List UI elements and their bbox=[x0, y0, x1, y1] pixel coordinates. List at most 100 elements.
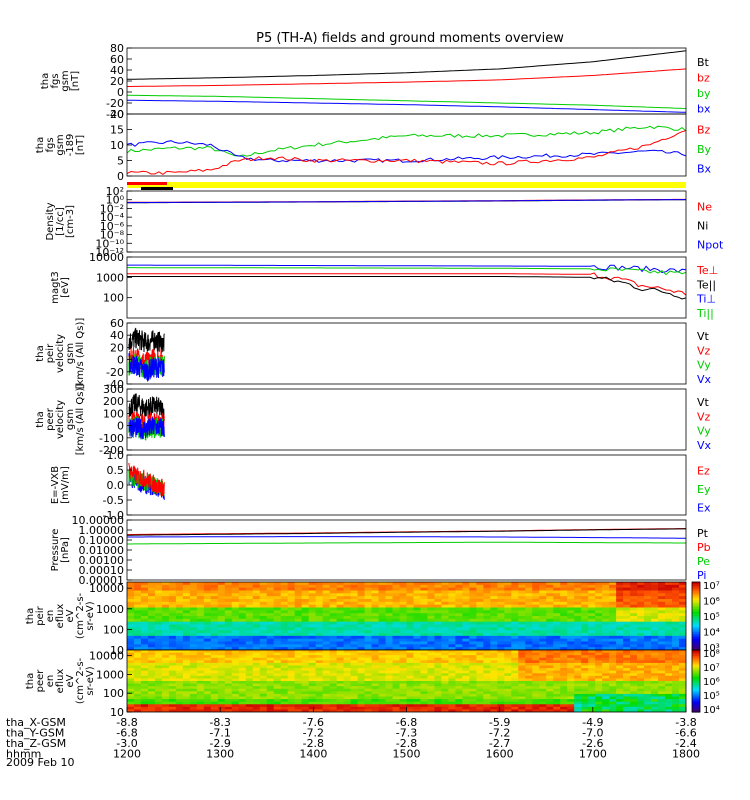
heatmap-cell bbox=[350, 686, 359, 690]
heatmap-cell bbox=[238, 607, 247, 611]
heatmap-cell bbox=[287, 673, 296, 677]
heatmap-cell bbox=[518, 650, 526, 654]
heatmap-cell bbox=[623, 696, 631, 700]
heatmap-cell bbox=[595, 660, 603, 664]
heatmap-cell bbox=[175, 607, 184, 611]
heatmap-cell bbox=[280, 624, 289, 628]
heatmap-cell bbox=[637, 701, 645, 705]
heatmap-cell bbox=[364, 627, 373, 631]
panel-frame bbox=[126, 322, 687, 385]
heatmap-cell bbox=[679, 709, 686, 712]
heatmap-cell bbox=[350, 701, 359, 705]
series-line-fgs-gsm-bx bbox=[127, 99, 686, 113]
heatmap-cell bbox=[168, 709, 177, 712]
panel-frame bbox=[126, 388, 687, 451]
colorbar-segment bbox=[692, 613, 700, 617]
heatmap-cell bbox=[266, 593, 275, 597]
heatmap-cell bbox=[595, 638, 603, 643]
heatmap-cell bbox=[651, 650, 659, 654]
heatmap-cell bbox=[343, 678, 352, 682]
heatmap-cell bbox=[322, 635, 331, 640]
heatmap-cell bbox=[371, 662, 380, 667]
heatmap-cell bbox=[399, 590, 408, 594]
heatmap-cell bbox=[140, 604, 149, 609]
heatmap-cell bbox=[644, 610, 652, 614]
heatmap-cell bbox=[574, 670, 582, 674]
heatmap-cell bbox=[504, 683, 512, 687]
x-axis-value: -2.9 bbox=[209, 737, 230, 750]
heatmap-cell bbox=[147, 599, 156, 603]
heatmap-cell bbox=[140, 633, 149, 637]
heatmap-cell bbox=[434, 655, 443, 659]
heatmap-cell bbox=[385, 686, 394, 690]
heatmap-cell bbox=[658, 704, 666, 708]
heatmap-cell bbox=[665, 675, 673, 680]
heatmap-cell bbox=[364, 638, 373, 643]
heatmap-cell bbox=[623, 582, 631, 586]
heatmap-cell bbox=[637, 655, 645, 659]
y-tick-label: 1000 bbox=[96, 668, 124, 681]
heatmap-cell bbox=[616, 670, 624, 674]
heatmap-cell bbox=[371, 652, 380, 656]
heatmap-cell bbox=[196, 683, 205, 687]
heatmap-cell bbox=[329, 691, 338, 695]
heatmap-cell bbox=[679, 673, 686, 677]
heatmap-cell bbox=[336, 655, 345, 659]
heatmap-cell bbox=[560, 624, 568, 628]
heatmap-cell bbox=[203, 624, 212, 628]
heatmap-cell bbox=[567, 655, 575, 659]
heatmap-cell bbox=[203, 584, 212, 589]
heatmap-cell bbox=[224, 709, 233, 712]
heatmap-cell bbox=[511, 675, 519, 680]
heatmap-cell bbox=[343, 665, 352, 669]
heatmap-cell bbox=[392, 627, 401, 631]
heatmap-cell bbox=[315, 599, 324, 603]
heatmap-cell bbox=[567, 624, 575, 628]
heatmap-cell bbox=[490, 693, 498, 698]
heatmap-cell bbox=[343, 582, 352, 586]
heatmap-cell bbox=[140, 582, 149, 586]
heatmap-cell bbox=[490, 630, 498, 634]
heatmap-cell bbox=[441, 670, 450, 674]
heatmap-cell bbox=[434, 641, 443, 645]
heatmap-cell bbox=[441, 616, 450, 620]
heatmap-cell bbox=[133, 644, 142, 648]
heatmap-cell bbox=[602, 593, 610, 597]
legend-entry: Pt bbox=[697, 527, 709, 540]
heatmap-cell bbox=[378, 704, 387, 708]
heatmap-cell bbox=[308, 683, 317, 687]
heatmap-cell bbox=[371, 644, 380, 648]
heatmap-cell bbox=[154, 621, 163, 626]
heatmap-cell bbox=[294, 668, 303, 672]
heatmap-cell bbox=[630, 604, 638, 609]
heatmap-cell bbox=[315, 593, 324, 597]
heatmap-cell bbox=[497, 696, 505, 700]
legend-entry: Ex bbox=[697, 502, 711, 515]
heatmap-cell bbox=[224, 660, 233, 664]
heatmap-cell bbox=[518, 618, 526, 623]
heatmap-cell bbox=[532, 665, 540, 669]
heatmap-cell bbox=[189, 688, 198, 692]
heatmap-cell bbox=[511, 638, 519, 643]
heatmap-cell bbox=[658, 641, 666, 645]
heatmap-cell bbox=[182, 655, 191, 659]
heatmap-cell bbox=[133, 610, 142, 614]
heatmap-cell bbox=[252, 607, 261, 611]
heatmap-cell bbox=[483, 686, 491, 690]
heatmap-cell bbox=[336, 696, 345, 700]
heatmap-cell bbox=[350, 665, 359, 669]
heatmap-cell bbox=[294, 699, 303, 703]
heatmap-cell bbox=[406, 681, 415, 685]
heatmap-cell bbox=[455, 678, 463, 682]
heatmap-cell bbox=[609, 696, 617, 700]
heatmap-cell bbox=[259, 618, 268, 623]
heatmap-cell bbox=[525, 650, 533, 654]
heatmap-cell bbox=[539, 635, 547, 640]
heatmap-cell bbox=[644, 635, 652, 640]
heatmap-cell bbox=[434, 604, 443, 609]
heatmap-cell bbox=[336, 641, 345, 645]
heatmap-cell bbox=[294, 644, 303, 648]
heatmap-cell bbox=[329, 665, 338, 669]
heatmap-cell bbox=[343, 657, 352, 661]
